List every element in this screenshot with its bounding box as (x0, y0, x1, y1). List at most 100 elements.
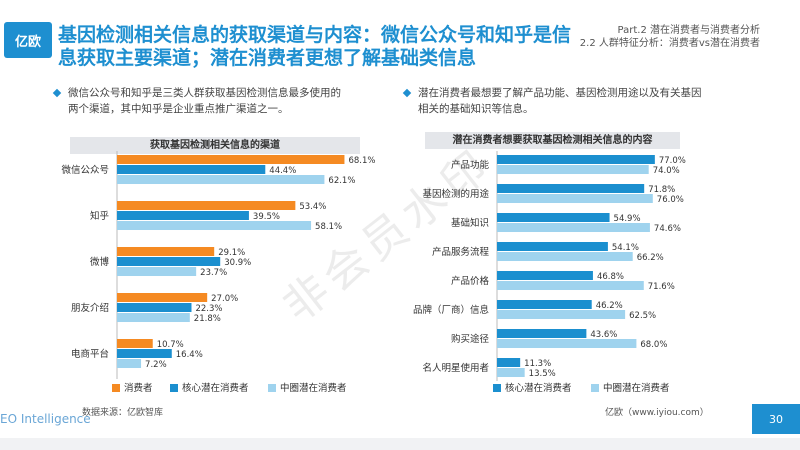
part-line-2: 2.2 人群特征分析：消费者vs潜在消费者 (579, 38, 760, 49)
bar (497, 194, 653, 203)
right-bullet-line-2: 相关的基础知识等信息。 (418, 103, 534, 115)
left-bullet: 微信公众号和知乎是三类人群获取基因检测信息最多使用的 两个渠道，其中知乎是企业重… (52, 85, 341, 117)
part-line-1: Part.2 潜在消费者与消费者分析 (617, 25, 760, 36)
title-line-2: 息获取主要渠道；潜在消费者更想了解基础类信息 (58, 47, 477, 69)
data-label: 30.9% (224, 258, 251, 268)
right-bullet: 潜在消费者最想要了解产品功能、基因检测用途以及有关基因 相关的基础知识等信息。 (402, 85, 702, 117)
right-chart-title: 潜在消费者想要获取基因检测相关信息的内容 (425, 132, 680, 149)
right-bullet-line-1: 潜在消费者最想要了解产品功能、基因检测用途以及有关基因 (418, 87, 702, 99)
data-label: 58.1% (315, 222, 342, 232)
legend-swatch (112, 384, 120, 392)
title-line-1: 基因检测相关信息的获取渠道与内容：微信公众号和知乎是信 (58, 24, 572, 46)
category-label: 品牌（厂商）信息 (413, 304, 489, 316)
data-label: 7.2% (145, 360, 167, 370)
left-source: 数据来源：亿欧智库 (82, 408, 164, 418)
bar (117, 359, 142, 368)
data-label: 66.2% (637, 253, 664, 263)
bar (117, 201, 296, 210)
bar (497, 184, 645, 193)
category-label: 基因检测的用途 (422, 188, 489, 200)
data-label: 54.9% (614, 214, 641, 224)
bar (497, 339, 637, 348)
category-label: 微博 (90, 256, 110, 268)
legend-label: 消费者 (124, 382, 153, 394)
bar (117, 267, 197, 276)
category-label: 名人明星使用者 (422, 362, 489, 374)
left-bullet-line-2: 两个渠道，其中知乎是企业重点推广渠道之一。 (68, 103, 289, 115)
page-number: 30 (752, 404, 800, 434)
bar (497, 165, 649, 174)
bar (497, 281, 644, 290)
data-label: 53.4% (299, 202, 326, 212)
category-label: 产品功能 (451, 159, 490, 171)
bar (497, 358, 521, 367)
data-label: 76.0% (657, 195, 684, 205)
legend-label: 中圈潜在消费者 (280, 382, 347, 394)
category-label: 微信公众号 (61, 164, 109, 176)
legend-label: 核心潜在消费者 (505, 382, 572, 394)
bar (117, 247, 215, 256)
footer-bar (0, 438, 800, 450)
bar (497, 329, 587, 338)
bar (497, 310, 626, 319)
legend-swatch (170, 384, 178, 392)
bar (117, 155, 345, 164)
data-label: 77.0% (659, 156, 686, 166)
data-label: 71.8% (648, 185, 675, 195)
data-label: 46.2% (596, 301, 623, 311)
data-label: 21.8% (194, 314, 221, 324)
data-label: 68.0% (640, 340, 667, 350)
legend-swatch (591, 384, 599, 392)
bar (117, 293, 208, 302)
legend-label: 核心潜在消费者 (182, 382, 249, 394)
category-label: 产品价格 (451, 275, 490, 287)
right-source: 亿欧（www.iyiou.com） (605, 408, 709, 418)
bar (117, 175, 325, 184)
bar (497, 213, 610, 222)
bar (497, 252, 633, 261)
bar (117, 313, 190, 322)
data-label: 29.1% (218, 248, 245, 258)
data-label: 23.7% (200, 268, 227, 278)
category-label: 朋友介绍 (71, 302, 109, 314)
bar (117, 303, 192, 312)
bar (117, 165, 266, 174)
left-chart-title: 获取基因检测相关信息的渠道 (70, 137, 360, 154)
data-label: 13.5% (529, 369, 556, 379)
page-title: 基因检测相关信息的获取渠道与内容：微信公众号和知乎是信 息获取主要渠道；潜在消费… (58, 24, 598, 70)
data-label: 62.1% (328, 176, 355, 186)
data-label: 46.8% (597, 272, 624, 282)
bar (117, 349, 172, 358)
legend-label: 中圈潜在消费者 (603, 382, 670, 394)
data-label: 11.3% (524, 359, 551, 369)
bar (117, 339, 153, 348)
data-label: 71.6% (648, 282, 675, 292)
section-label: Part.2 潜在消费者与消费者分析 2.2 人群特征分析：消费者vs潜在消费者 (580, 24, 760, 50)
data-label: 27.0% (211, 294, 238, 304)
data-label: 74.0% (653, 166, 680, 176)
data-label: 68.1% (348, 156, 375, 166)
category-label: 基础知识 (451, 217, 489, 229)
data-label: 54.1% (612, 243, 639, 253)
category-label: 产品服务流程 (432, 246, 490, 258)
bar (117, 211, 249, 220)
category-label: 电商平台 (71, 348, 109, 360)
legend-swatch (493, 384, 501, 392)
category-label: 购买途径 (451, 333, 490, 345)
bar (497, 223, 650, 232)
legend-swatch (268, 384, 276, 392)
yiou-logo: 亿欧 (4, 22, 52, 58)
bar (497, 242, 608, 251)
data-label: 10.7% (157, 340, 184, 350)
bar (497, 155, 655, 164)
data-label: 22.3% (195, 304, 222, 314)
left-bullet-line-1: 微信公众号和知乎是三类人群获取基因检测信息最多使用的 (68, 87, 341, 99)
data-label: 62.5% (629, 311, 656, 321)
data-label: 16.4% (176, 350, 203, 360)
category-label: 知乎 (90, 210, 109, 222)
bar (117, 221, 312, 230)
bar (117, 257, 221, 266)
data-label: 74.6% (654, 224, 681, 234)
data-label: 43.6% (590, 330, 617, 340)
bar (497, 271, 593, 280)
